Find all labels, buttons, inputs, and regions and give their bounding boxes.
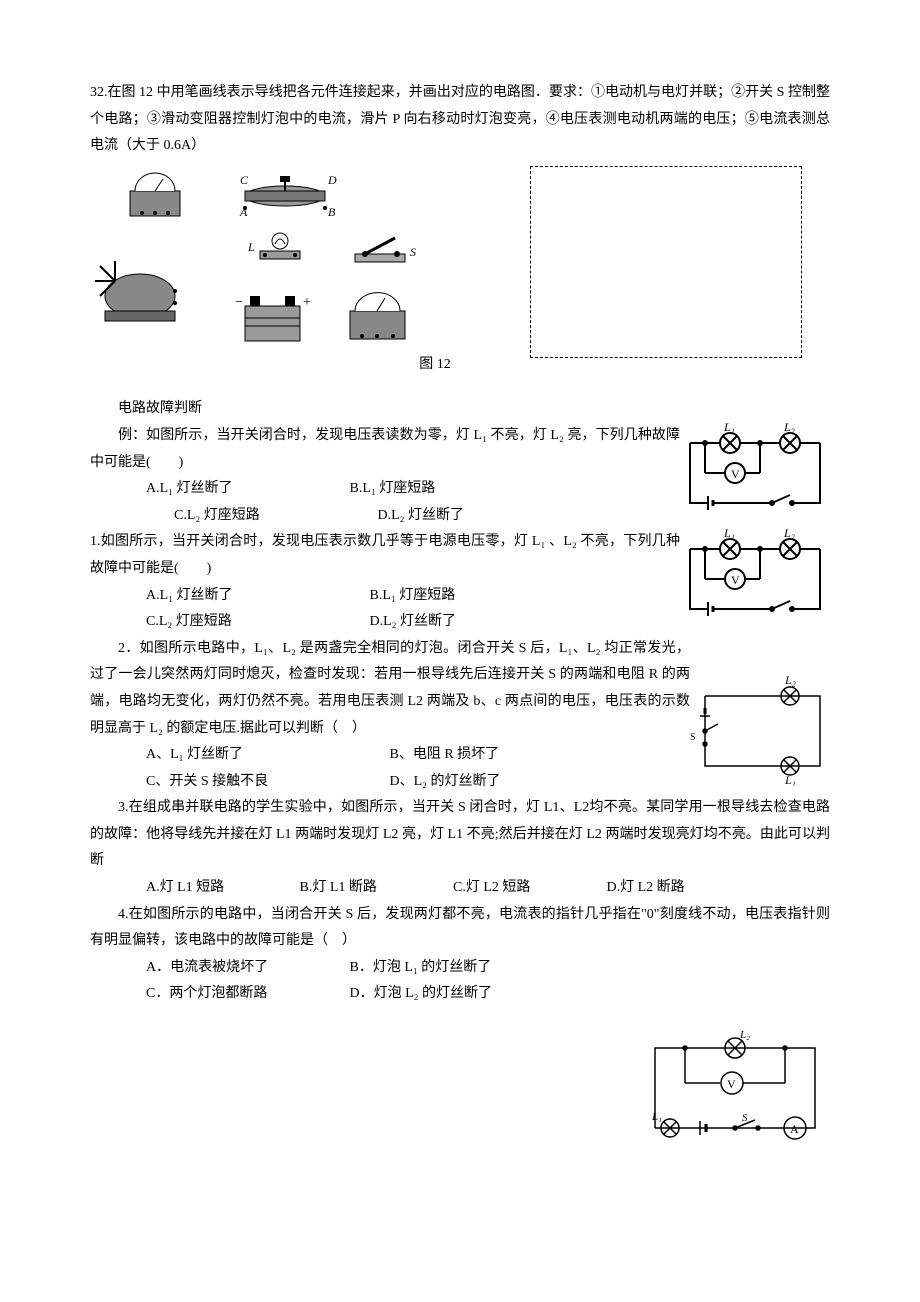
svg-text:L₂: L₂ [783, 423, 795, 434]
q3-stem: 3.在组成串并联电路的学生实验中，如图所示，当开关 S 闭合时，灯 L1、L2均… [90, 795, 830, 875]
q4-optA: A．电流表被烧坏了 [146, 955, 346, 982]
svg-text:S: S [690, 732, 696, 743]
q1-opts-row2: C.L₂ 灯座短路 D.L₂ 灯丝断了 [90, 609, 680, 636]
svg-text:C: C [240, 173, 249, 187]
q2-opts-row2: C、开关 S 接触不良 D、L₂ 的灯丝断了 [90, 769, 690, 796]
svg-text:L₁: L₁ [723, 529, 735, 540]
q4-circuit-figure: L₂ V L₁ S A [640, 1028, 830, 1148]
q2-stem: 2．如图所示电路中，L₁、L₂ 是两盏完全相同的灯泡。闭合开关 S 后，L₁、L… [90, 636, 690, 742]
svg-text:V: V [731, 573, 740, 587]
svg-text:L₁: L₁ [651, 1111, 662, 1123]
q2-opts-row1: A、L₁ 灯丝断了 B、电阻 R 损坏了 [90, 742, 690, 769]
q32-components-figure: C D A B L S [90, 166, 520, 379]
q1-optD: D.L₂ 灯丝断了 [370, 609, 457, 636]
svg-text:A: A [790, 1122, 799, 1136]
q1-optA: A.L₁ 灯丝断了 [146, 583, 366, 610]
q1-opts-row1: A.L₁ 灯丝断了 B.L₁ 灯座短路 [90, 583, 680, 610]
q32-answer-box [530, 166, 802, 358]
q1-circuit-figure: V L₁ L₂ [680, 529, 830, 624]
q3-optC: C.灯 L2 短路 [453, 875, 603, 902]
svg-text:B: B [328, 205, 336, 219]
q1-stem: 1.如图所示，当开关闭合时，发现电压表示数几乎等于电源电压零，灯 L₁ 、L₂ … [90, 529, 680, 582]
q3-optD: D.灯 L2 断路 [607, 875, 685, 902]
q2-optA: A、L₁ 灯丝断了 [146, 742, 386, 769]
svg-text:L₂: L₂ [784, 676, 796, 687]
svg-text:V: V [731, 467, 740, 481]
example-optC: C.L₂ 灯座短路 [174, 503, 374, 530]
q1-optB: B.L₁ 灯座短路 [370, 583, 456, 610]
q32-stem: 32.在图 12 中用笔画线表示导线把各元件连接起来，并画出对应的电路图．要求：… [90, 80, 830, 160]
q3-opts: A.灯 L1 短路 B.灯 L1 断路 C.灯 L2 短路 D.灯 L2 断路 [90, 875, 830, 902]
q4-optD: D．灯泡 L₂ 的灯丝断了 [350, 981, 493, 1008]
svg-text:L: L [247, 240, 255, 254]
svg-text:L₂: L₂ [783, 529, 795, 540]
q1-optC: C.L₂ 灯座短路 [146, 609, 366, 636]
q2-optC: C、开关 S 接触不良 [146, 769, 386, 796]
svg-text:S: S [742, 1112, 748, 1124]
q3-optA: A.灯 L1 短路 [146, 875, 296, 902]
example-stem: 例：如图所示，当开关闭合时，发现电压表读数为零，灯 L₁ 不亮，灯 L₂ 亮，下… [90, 423, 680, 476]
q4-opts-row1: A．电流表被烧坏了 B．灯泡 L₁ 的灯丝断了 [90, 955, 830, 982]
q3-optB: B.灯 L1 断路 [300, 875, 450, 902]
svg-text:−: − [235, 295, 243, 310]
example-opts-row2: C.L₂ 灯座短路 D.L₂ 灯丝断了 [90, 503, 680, 530]
q2-optD: D、L₂ 的灯丝断了 [390, 769, 501, 796]
svg-text:D: D [327, 173, 337, 187]
q4-opts-row2: C．两个灯泡都断路 D．灯泡 L₂ 的灯丝断了 [90, 981, 830, 1008]
q2-circuit-figure: S L₂ L₁ [690, 636, 830, 786]
fault-title: 电路故障判断 [90, 396, 830, 423]
q2-optB: B、电阻 R 损坏了 [390, 742, 500, 769]
example-optB: B.L₁ 灯座短路 [350, 476, 436, 503]
example-optA: A.L₁ 灯丝断了 [146, 476, 346, 503]
svg-text:L₁: L₁ [723, 423, 735, 434]
q4-optC: C．两个灯泡都断路 [146, 981, 346, 1008]
q4-stem: 4.在如图所示的电路中，当闭合开关 S 后，发现两灯都不亮，电流表的指针几乎指在… [90, 902, 830, 955]
svg-text:S: S [410, 245, 416, 259]
svg-text:+: + [303, 295, 311, 310]
q4-optB: B．灯泡 L₁ 的灯丝断了 [350, 955, 492, 982]
example-circuit-figure: V L₁ L₂ [680, 423, 830, 518]
example-optD: D.L₂ 灯丝断了 [378, 503, 465, 530]
svg-text:V: V [727, 1077, 736, 1091]
svg-text:L₂: L₂ [739, 1029, 750, 1041]
q32-caption: 图 12 [350, 352, 520, 379]
example-opts-row1: A.L₁ 灯丝断了 B.L₁ 灯座短路 [90, 476, 680, 503]
svg-text:L₁: L₁ [784, 773, 796, 786]
